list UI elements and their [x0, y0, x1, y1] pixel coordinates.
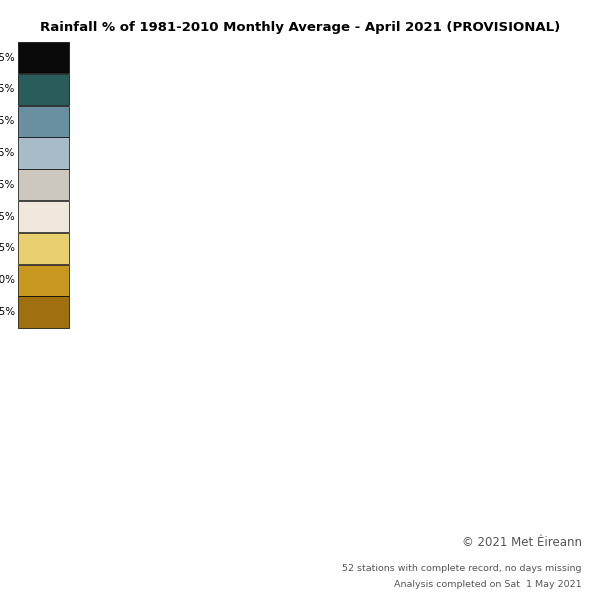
Text: 125-175%: 125-175%: [0, 180, 15, 190]
Text: < 25%: < 25%: [0, 307, 15, 317]
Text: 52 stations with complete record, no days missing: 52 stations with complete record, no day…: [343, 564, 582, 573]
Text: 175-225%: 175-225%: [0, 148, 15, 158]
Text: © 2021 Met Éireann: © 2021 Met Éireann: [462, 536, 582, 549]
Text: 275-325%: 275-325%: [0, 85, 15, 94]
Text: 225-275%: 225-275%: [0, 116, 15, 126]
Text: > 325%: > 325%: [0, 53, 15, 62]
Text: Rainfall % of 1981-2010 Monthly Average - April 2021 (PROVISIONAL): Rainfall % of 1981-2010 Monthly Average …: [40, 21, 560, 34]
Text: 75-125%: 75-125%: [0, 212, 15, 221]
Text: 25-50%: 25-50%: [0, 275, 15, 285]
Text: 50-75%: 50-75%: [0, 244, 15, 253]
Text: Analysis completed on Sat  1 May 2021: Analysis completed on Sat 1 May 2021: [394, 580, 582, 589]
